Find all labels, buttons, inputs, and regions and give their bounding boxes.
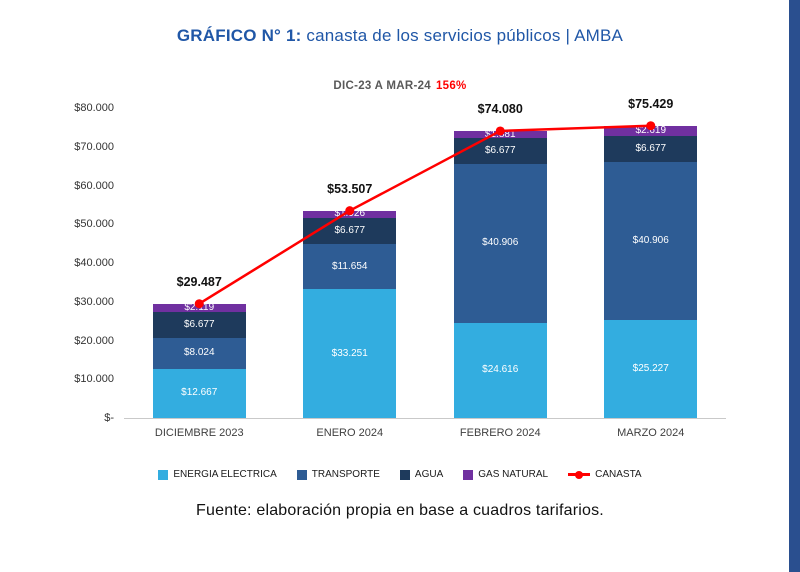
legend-label: AGUA [414, 469, 444, 480]
page-edge-stripe [789, 0, 800, 572]
legend-swatch-icon [296, 469, 307, 480]
category-label: DICIEMBRE 2023 [154, 427, 244, 439]
legend-label: GAS NATURAL [478, 469, 549, 480]
stacked-bar: $33.251 $11.654 $6.677 $1.926 [303, 209, 397, 418]
bar-segment-transporte: $11.654 [303, 244, 397, 290]
legend-swatch-icon [399, 469, 410, 480]
bar-column: $33.251 $11.654 $6.677 $1.926 $53.507 [275, 108, 426, 418]
bar-segment-transporte: $8.024 [152, 337, 246, 369]
x-axis: DICIEMBRE 2023 ENERO 2024 FEBRERO 2024 MARZ… [124, 419, 726, 439]
bar-column: $25.227 $40.906 $6.677 $2.619 $75.429 [576, 97, 727, 418]
legend-item-agua: AGUA [399, 469, 444, 480]
bar-segment-gas-natural: $2.619 [604, 125, 698, 136]
canasta-dot-icon [575, 470, 584, 479]
source-note: Fuente: elaboración propia en base a cua… [196, 502, 604, 519]
category-label: ENERO 2024 [316, 427, 384, 439]
legend-swatch-icon [158, 469, 169, 480]
stacked-bar-chart: $- $10.000 $20.000 $30.000 $40.000 $50.000 $60… [66, 97, 727, 424]
title-text: canasta de los servicios públicos | AMBA [301, 26, 624, 45]
y-tick-label: $40.000 [74, 257, 114, 269]
bar-segment-energia-electrica: $33.251 [303, 289, 397, 418]
bar-column: $12.667 $8.024 $6.677 $2.119 $29.487 [124, 108, 275, 418]
legend-item-energia-electrica: ENERGIA ELECTRICA [158, 469, 277, 480]
bar-segment-agua: $6.677 [604, 135, 698, 162]
legend-label: ENERGIA ELECTRICA [173, 469, 277, 480]
total-label: $74.080 [477, 101, 523, 116]
y-tick-label: $50.000 [74, 218, 114, 231]
category-label: FEBRERO 2024 [459, 427, 541, 439]
y-tick-label: $80.000 [74, 102, 114, 114]
bar-segment-energia-electrica: $25.227 [604, 320, 698, 418]
bar-segment-agua: $6.677 [303, 218, 397, 244]
bar-segment-gas-natural: $1.881 [453, 129, 547, 139]
legend-swatch-icon [463, 469, 474, 480]
legend-item-transporte: TRANSPORTE [296, 469, 380, 480]
total-label: $29.487 [176, 274, 222, 289]
bar-segment-gas-natural: $2.119 [152, 302, 246, 313]
canasta-line-icon [568, 470, 591, 479]
bar-segment-agua: $6.677 [453, 138, 547, 165]
y-tick-label: $60.000 [74, 179, 114, 192]
y-axis: $- $10.000 $20.000 $30.000 $40.000 $50.000 $60… [66, 102, 124, 424]
bar-segment-transporte: $40.906 [604, 161, 698, 321]
plot-area: $12.667 $8.024 $6.677 $2.119 $29.487 $33.251 $… [124, 97, 727, 419]
bar-segment-agua: $6.677 [152, 311, 246, 338]
title-number: GRÁFICO N° 1: [176, 26, 302, 45]
y-tick-label: $- [104, 412, 114, 424]
bar-segment-gas-natural: $1.926 [303, 209, 397, 219]
y-tick-label: $70.000 [74, 140, 114, 153]
stacked-bar: $24.616 $40.906 $6.677 $1.881 [453, 129, 547, 418]
bar-segment-transporte: $40.906 [453, 164, 547, 323]
legend-item-gas-natural: GAS NATURAL [463, 469, 548, 480]
page-title: GRÁFICO N° 1: canasta de los servicios p… [0, 0, 800, 46]
stacked-bar: $12.667 $8.024 $6.677 $2.119 [152, 302, 246, 418]
bar-segment-energia-electrica: $24.616 [453, 322, 547, 418]
legend: ENERGIA ELECTRICA TRANSPORTE AGUA GAS NATUR… [0, 469, 800, 480]
legend-label: TRANSPORTE [311, 469, 380, 480]
y-tick-label: $20.000 [74, 334, 114, 347]
y-tick-label: $10.000 [74, 373, 114, 386]
subtitle-percent: 156% [435, 80, 467, 92]
total-label: $53.507 [327, 181, 373, 196]
subtitle-range: DIC-23 A MAR-24 [333, 80, 431, 92]
bar-segment-energia-electrica: $12.667 [152, 368, 246, 418]
category-label: MARZO 2024 [617, 427, 685, 439]
chart-subtitle: DIC-23 A MAR-24 156% [0, 80, 800, 92]
stacked-bar: $25.227 $40.906 $6.677 $2.619 [604, 125, 698, 418]
legend-label: CANASTA [595, 469, 642, 480]
bar-column: $24.616 $40.906 $6.677 $1.881 $74.080 [425, 102, 576, 418]
total-label: $75.429 [628, 96, 674, 111]
y-tick-label: $30.000 [74, 295, 114, 308]
legend-item-canasta: CANASTA [568, 469, 642, 480]
